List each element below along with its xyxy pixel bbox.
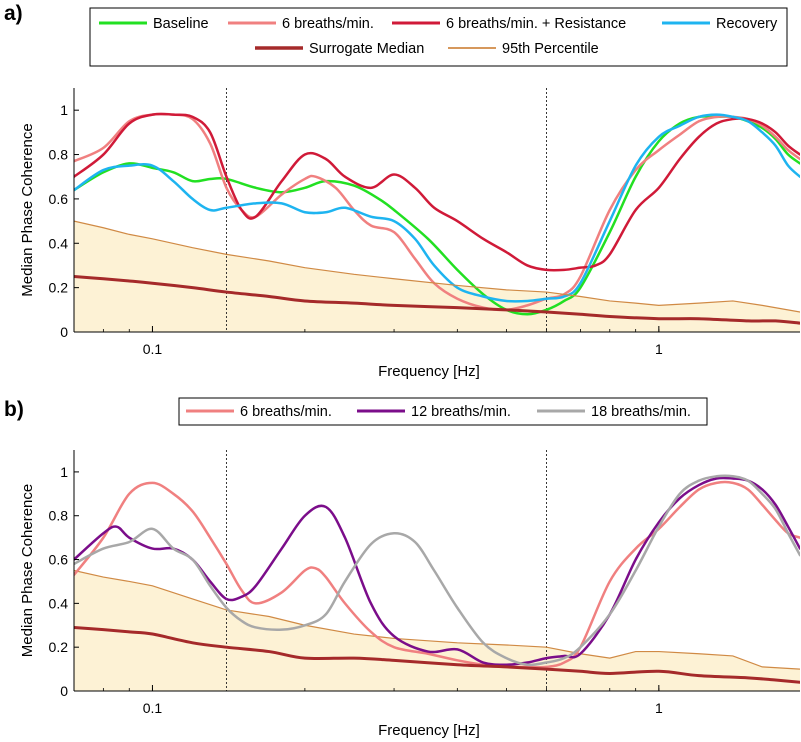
shaded-band [74, 221, 800, 332]
x-tick-label: 0.1 [143, 341, 163, 357]
y-tick-label: 0.8 [49, 147, 69, 163]
series-line-95th-percentile [74, 569, 800, 670]
chart-a: 0 0.2 0.4 0.6 0.8 1 0.1 1 Frequency [Hz] Median P… [19, 7, 800, 380]
y-tick-label: 0 [60, 324, 68, 340]
x-axis-label: Frequency [Hz] [378, 363, 480, 380]
series-line-6-breaths-min [74, 112, 800, 312]
legend-label-6-breaths-min-resistance: 6 breaths/min. + Resistance [446, 16, 626, 32]
x-tick-label: 0.1 [143, 700, 163, 716]
legend-box [178, 397, 708, 426]
series-line-6-breaths-min [74, 480, 800, 669]
series-line-6-breaths-min-resistance [74, 112, 800, 272]
legend-label-12-breaths-min: 12 breaths/min. [411, 404, 511, 420]
legend-label-6-breaths-min: 6 breaths/min. [240, 404, 332, 420]
chart-b: 0 0.2 0.4 0.6 0.8 1 0.1 1 Frequency [Hz] Median P… [19, 397, 800, 739]
y-tick-label: 0.4 [49, 235, 69, 251]
x-tick-label: 1 [655, 341, 663, 357]
x-tick-label: 1 [655, 700, 663, 716]
legend-box [89, 7, 788, 67]
x-axis-label: Frequency [Hz] [378, 722, 480, 739]
y-axis-label: Median Phase Coherence [19, 123, 36, 296]
legend-label-recovery: Recovery [716, 16, 778, 32]
panel-a-label: a) [4, 2, 23, 25]
series-line-surrogate-median [74, 275, 800, 325]
legend-label-95th-percentile: 95th Percentile [502, 41, 599, 57]
panel-b-label: b) [4, 398, 24, 421]
series-group [74, 474, 800, 684]
legend-label-18-breaths-min: 18 breaths/min. [591, 404, 691, 420]
y-tick-label: 0.4 [49, 595, 69, 611]
legend-label-baseline: Baseline [153, 16, 209, 32]
shaded-band [74, 570, 800, 691]
series-line-recovery [74, 113, 800, 303]
series-line-95th-percentile [74, 220, 800, 313]
y-tick-label: 0.2 [49, 280, 69, 296]
y-tick-label: 1 [60, 102, 68, 118]
y-tick-label: 0.6 [49, 191, 69, 207]
y-tick-label: 0.8 [49, 508, 69, 524]
y-tick-label: 0.6 [49, 552, 69, 568]
series-group [74, 112, 800, 325]
legend-label-surrogate-median: Surrogate Median [309, 41, 424, 57]
y-tick-label: 1 [60, 464, 68, 480]
legend-label-6-breaths-min: 6 breaths/min. [282, 16, 374, 32]
y-axis-label: Median Phase Coherence [19, 484, 36, 657]
y-tick-label: 0 [60, 683, 68, 699]
y-tick-label: 0.2 [49, 639, 69, 655]
series-line-18-breaths-min [74, 474, 800, 667]
series-line-surrogate-median [74, 625, 800, 684]
